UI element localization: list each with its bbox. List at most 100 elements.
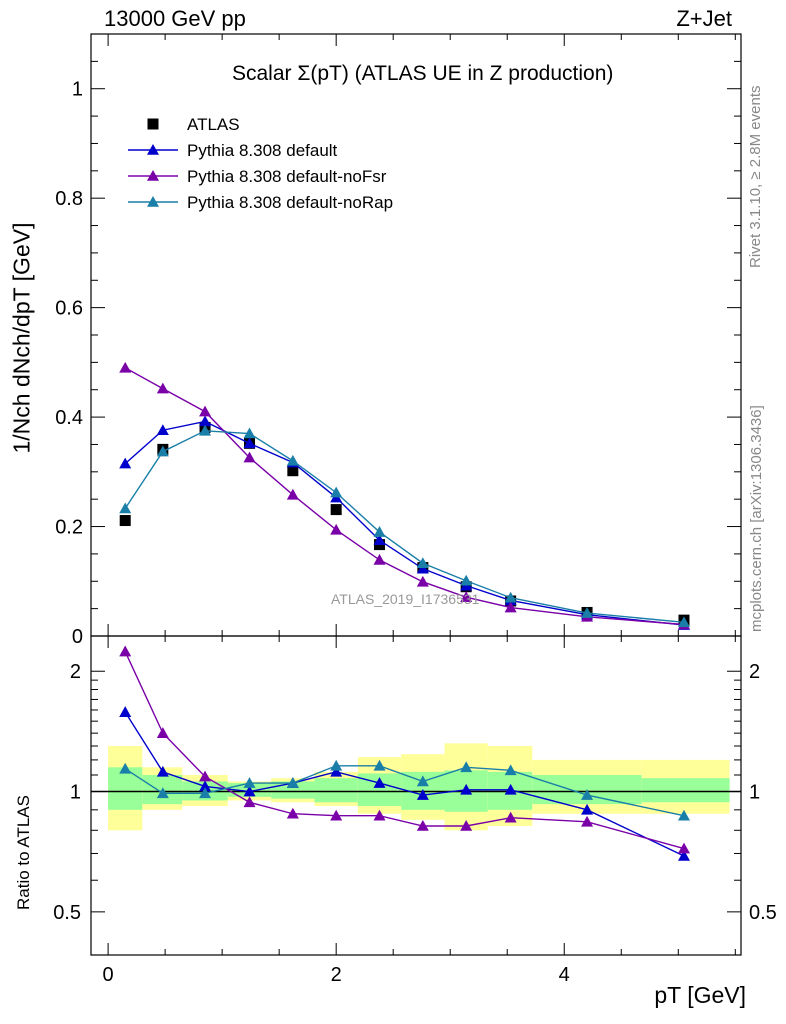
- x-tick-label: 4: [559, 964, 570, 986]
- band-inner: [108, 767, 143, 810]
- marker-noFsr: [460, 591, 473, 602]
- legend: ATLAS Pythia 8.308 default Pythia 8.308 de…: [128, 115, 393, 212]
- ratio-marker-noRap: [677, 809, 690, 821]
- marker-noFsr: [243, 451, 256, 463]
- ratio-y-tick-label-right: 0.5: [749, 902, 777, 924]
- ratio-marker-noFsr: [330, 809, 343, 821]
- y-tick-label: 0.8: [55, 188, 83, 210]
- ratio-marker-noFsr: [119, 645, 132, 657]
- x-axis-label: pT [GeV]: [654, 982, 746, 1008]
- x-tick-label: 0: [103, 964, 114, 986]
- ratio-marker-noFsr: [286, 807, 299, 819]
- header-left: 13000 GeV pp: [104, 6, 246, 31]
- ratio-marker-default: [460, 783, 473, 795]
- ratio-y-tick-label-right: 1: [749, 782, 760, 804]
- marker-noFsr: [373, 553, 386, 565]
- legend-label-noFsr: Pythia 8.308 default-noFsr: [187, 167, 387, 186]
- marker-noFsr: [504, 601, 517, 613]
- legend-marker-noRap: [147, 196, 159, 207]
- marker-default: [243, 437, 256, 449]
- ratio-marker-noRap: [416, 775, 429, 787]
- y-tick-label: 1: [72, 79, 83, 101]
- marker-noRap: [243, 427, 256, 439]
- marker-noFsr: [199, 405, 212, 417]
- main-panel: 0 0.2 0.4 0.6 0.8 1: [55, 33, 742, 648]
- ratio-marker-noFsr: [416, 819, 429, 831]
- marker-noFsr: [119, 361, 132, 373]
- marker-noFsr: [416, 575, 429, 587]
- ratio-marker-default: [416, 789, 429, 800]
- ratio-y-tick-label: 0.5: [53, 902, 81, 924]
- band-inner: [314, 778, 358, 803]
- marker-default: [373, 534, 386, 546]
- ratio-marker-noRap: [330, 759, 343, 771]
- marker-noRap: [504, 591, 517, 603]
- ratio-marker-noRap: [581, 789, 594, 800]
- marker-noFsr: [286, 488, 299, 500]
- ratio-marker-default: [373, 777, 386, 788]
- marker-noFsr: [330, 523, 343, 535]
- legend-marker-atlas: [147, 118, 159, 130]
- marker-noRap: [330, 486, 343, 498]
- marker-default: [199, 415, 212, 427]
- data-point-atlas: [287, 465, 299, 477]
- legend-marker-noFsr: [147, 170, 159, 181]
- ratio-marker-noRap: [243, 777, 256, 788]
- ratio-panel: 0 2 4 0.5 0.5 1 1 2 2: [53, 635, 777, 986]
- marker-noFsr: [156, 382, 169, 394]
- ratio-marker-noFsr: [199, 770, 212, 782]
- y-tick-label: 0.2: [55, 517, 83, 539]
- ratio-marker-noRap: [286, 777, 299, 788]
- ratio-frame: [90, 635, 742, 956]
- rivet-version-text: Rivet 3.1.10, ≥ 2.8M events: [747, 85, 764, 269]
- ratio-y-tick-label: 1: [70, 782, 81, 804]
- legend-marker-default: [147, 144, 159, 155]
- marker-default: [119, 457, 132, 469]
- x-tick-label: 2: [331, 964, 342, 986]
- ratio-marker-default: [243, 785, 256, 797]
- marker-noRap: [286, 454, 299, 466]
- ratio-marker-noFsr: [373, 809, 386, 821]
- ratio-marker-noRap: [119, 762, 132, 774]
- marker-noRap: [119, 502, 132, 514]
- marker-noRap: [460, 574, 473, 586]
- ratio-marker-noFsr: [581, 815, 594, 827]
- series-line-noRap: [124, 430, 685, 624]
- ratio-marker-noRap: [460, 761, 473, 773]
- marker-noRap: [156, 445, 169, 457]
- header-right: Z+Jet: [676, 6, 732, 31]
- ratio-marker-default: [677, 849, 690, 861]
- ratio-y-tick-label-right: 2: [749, 661, 760, 683]
- legend-label-default: Pythia 8.308 default: [187, 141, 338, 160]
- y-tick-label: 0: [72, 626, 83, 648]
- legend-label-noRap: Pythia 8.308 default-noRap: [187, 193, 393, 212]
- ratio-marker-default: [581, 803, 594, 815]
- marker-default: [416, 562, 429, 574]
- ratio-marker-noRap: [156, 787, 169, 799]
- ratio-y-axis-label: Ratio to ATLAS: [14, 795, 33, 910]
- ratio-line-noFsr: [124, 651, 685, 850]
- mcplots-source-text: mcplots.cern.ch [arXiv:1306.3436]: [748, 405, 765, 632]
- ratio-marker-noFsr: [156, 727, 169, 738]
- ratio-marker-noRap: [199, 787, 212, 799]
- y-axis-label: 1/Nch dNch/dpT [GeV]: [8, 222, 35, 454]
- ratio-marker-noRap: [373, 759, 386, 771]
- marker-default: [156, 424, 169, 436]
- ratio-marker-default: [156, 765, 169, 777]
- ratio-y-tick-label: 2: [70, 661, 81, 683]
- marker-noRap: [677, 616, 690, 628]
- ratio-marker-noFsr: [243, 796, 256, 808]
- ratio-marker-noRap: [504, 764, 517, 776]
- ratio-line-noRap: [124, 765, 685, 817]
- marker-noRap: [416, 557, 429, 569]
- series-line-noFsr: [124, 367, 685, 626]
- ratio-marker-noFsr: [504, 811, 517, 823]
- ratio-marker-default: [330, 765, 343, 777]
- analysis-watermark: ATLAS_2019_I1736531: [331, 591, 480, 607]
- chart-title: Scalar Σ(pT) (ATLAS UE in Z production): [232, 62, 614, 85]
- ratio-line-default: [124, 711, 685, 857]
- marker-noRap: [199, 424, 212, 436]
- y-tick-label: 0.4: [55, 407, 83, 429]
- series-line-default: [124, 420, 685, 626]
